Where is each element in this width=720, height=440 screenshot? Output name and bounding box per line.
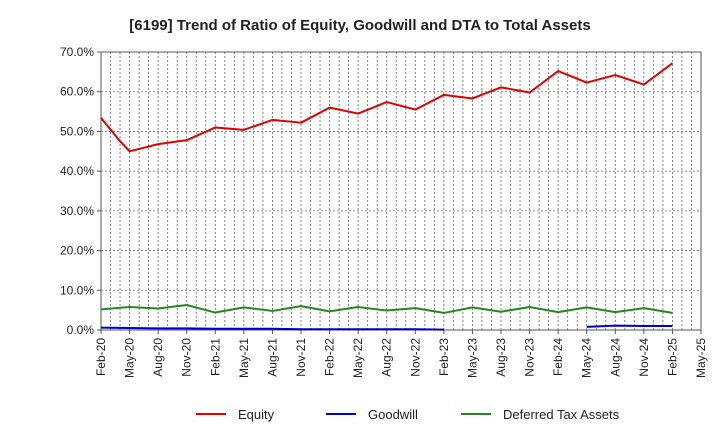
x-tick-label: Aug-22 — [380, 338, 394, 377]
series — [100, 62, 674, 331]
y-tick-label: 30.0% — [60, 204, 94, 218]
y-tick-label: 50.0% — [60, 124, 94, 138]
axes: 0.0% 10.0% 20.0% 30.0% 40.0% 50.0% 60.0% 70.0% F… — [60, 45, 708, 378]
series-line-goodwill — [100, 326, 444, 331]
x-tick-label: Aug-20 — [151, 338, 165, 377]
plot-frame — [100, 51, 702, 331]
legend-label-goodwill: Goodwill — [368, 407, 418, 422]
x-tick-label: Aug-24 — [608, 338, 622, 377]
x-tick-label: Feb-20 — [94, 338, 108, 376]
x-tick-label: May-20 — [123, 338, 137, 378]
series-line-goodwill — [586, 324, 673, 328]
x-tick-label: Feb-23 — [437, 338, 451, 376]
y-tick-label: 70.0% — [60, 45, 94, 59]
x-tick-label: May-22 — [351, 338, 365, 378]
x-tick-label: Nov-24 — [637, 338, 651, 377]
x-tick-label: Aug-21 — [265, 338, 279, 377]
x-tick-label: May-25 — [694, 338, 708, 378]
x-tick-label: Feb-22 — [323, 338, 337, 376]
x-tick-label: May-23 — [465, 338, 479, 378]
x-tick-label: Nov-21 — [294, 338, 308, 377]
y-tick-label: 0.0% — [67, 323, 95, 337]
x-tick-label: Aug-23 — [494, 338, 508, 377]
x-tick-label: Feb-24 — [551, 338, 565, 376]
x-tick-label: Feb-25 — [665, 338, 679, 376]
x-tick-label: Nov-23 — [523, 338, 537, 377]
grid — [101, 52, 701, 330]
x-tick-label: May-24 — [580, 338, 594, 378]
y-tick-label: 10.0% — [60, 283, 94, 297]
legend-label-deferred-tax-assets: Deferred Tax Assets — [503, 407, 620, 422]
legend-label-equity: Equity — [238, 407, 275, 422]
y-tick-label: 60.0% — [60, 85, 94, 99]
x-tick-label: Nov-22 — [408, 338, 422, 377]
y-tick-label: 40.0% — [60, 164, 94, 178]
series-line-deferred-tax-assets — [100, 303, 673, 314]
x-tick-label: Feb-21 — [208, 338, 222, 376]
x-tick-label: Nov-20 — [180, 338, 194, 377]
y-tick-label: 20.0% — [60, 244, 94, 258]
legend: Equity Goodwill Deferred Tax Assets — [196, 407, 620, 422]
chart-title: [6199] Trend of Ratio of Equity, Goodwil… — [129, 17, 590, 34]
x-tick-label: May-21 — [237, 338, 251, 378]
series-line-equity — [100, 62, 674, 153]
